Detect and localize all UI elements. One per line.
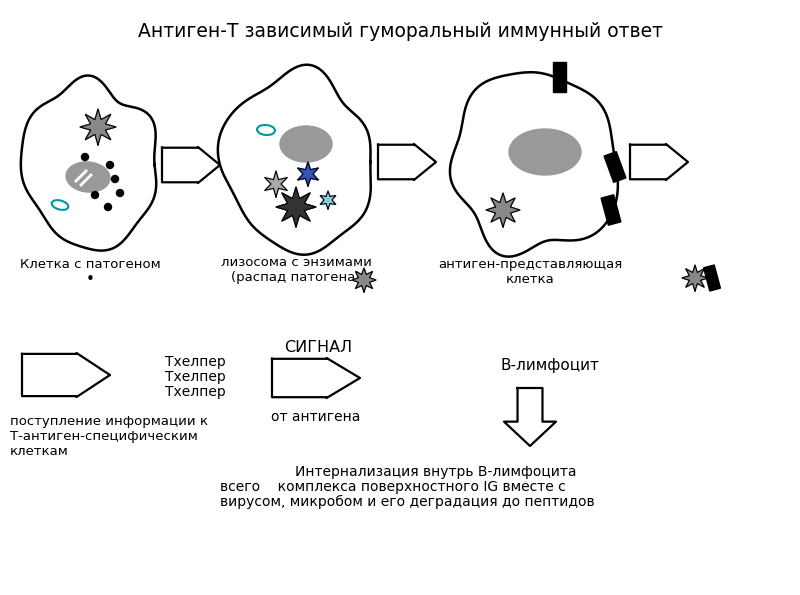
Polygon shape (352, 268, 376, 292)
Ellipse shape (66, 162, 110, 192)
Polygon shape (320, 191, 336, 209)
Polygon shape (504, 388, 556, 446)
Polygon shape (298, 162, 318, 186)
Polygon shape (218, 65, 371, 255)
Polygon shape (265, 171, 287, 197)
Circle shape (91, 192, 98, 199)
Text: Тхелпер: Тхелпер (165, 385, 226, 399)
Text: В-лимфоцит: В-лимфоцит (501, 358, 599, 373)
Polygon shape (80, 109, 116, 145)
Text: поступление информации к
Т-антиген-специфическим
клеткам: поступление информации к Т-антиген-специ… (10, 415, 208, 458)
Text: Клетка с патогеном: Клетка с патогеном (20, 258, 160, 271)
Text: от антигена: от антигена (271, 410, 361, 424)
Polygon shape (22, 353, 110, 397)
Polygon shape (272, 358, 360, 398)
Circle shape (105, 203, 111, 211)
Polygon shape (486, 193, 520, 227)
Ellipse shape (509, 129, 581, 175)
Text: СИГНАЛ: СИГНАЛ (284, 340, 352, 355)
Circle shape (82, 154, 89, 161)
Text: Тхелпер: Тхелпер (165, 370, 226, 384)
Circle shape (106, 161, 114, 168)
Bar (601, 195, 621, 225)
Text: •: • (86, 272, 94, 287)
Circle shape (111, 176, 118, 183)
Circle shape (117, 189, 123, 196)
Polygon shape (630, 144, 688, 180)
Text: Антиген-Т зависимый гуморальный иммунный ответ: Антиген-Т зависимый гуморальный иммунный… (138, 22, 662, 41)
Text: Интернализация внутрь В-лимфоцита: Интернализация внутрь В-лимфоцита (295, 465, 577, 479)
Text: антиген-представляющая
клетка: антиген-представляющая клетка (438, 258, 622, 286)
Polygon shape (682, 265, 708, 291)
Polygon shape (378, 144, 436, 180)
Polygon shape (276, 187, 316, 227)
Bar (703, 265, 721, 291)
Text: лизосома с энзимами
(распад патогена): лизосома с энзимами (распад патогена) (221, 256, 371, 284)
Polygon shape (21, 76, 156, 250)
Ellipse shape (280, 126, 332, 162)
Bar (553, 62, 566, 92)
Bar (604, 152, 626, 183)
Text: Тхелпер: Тхелпер (165, 355, 226, 369)
Polygon shape (162, 147, 220, 183)
Polygon shape (450, 72, 618, 256)
Text: вирусом, микробом и его деградация до пептидов: вирусом, микробом и его деградация до пе… (220, 495, 594, 509)
Text: всего    комплекса поверхностного IG вместе с: всего комплекса поверхностного IG вместе… (220, 480, 566, 494)
